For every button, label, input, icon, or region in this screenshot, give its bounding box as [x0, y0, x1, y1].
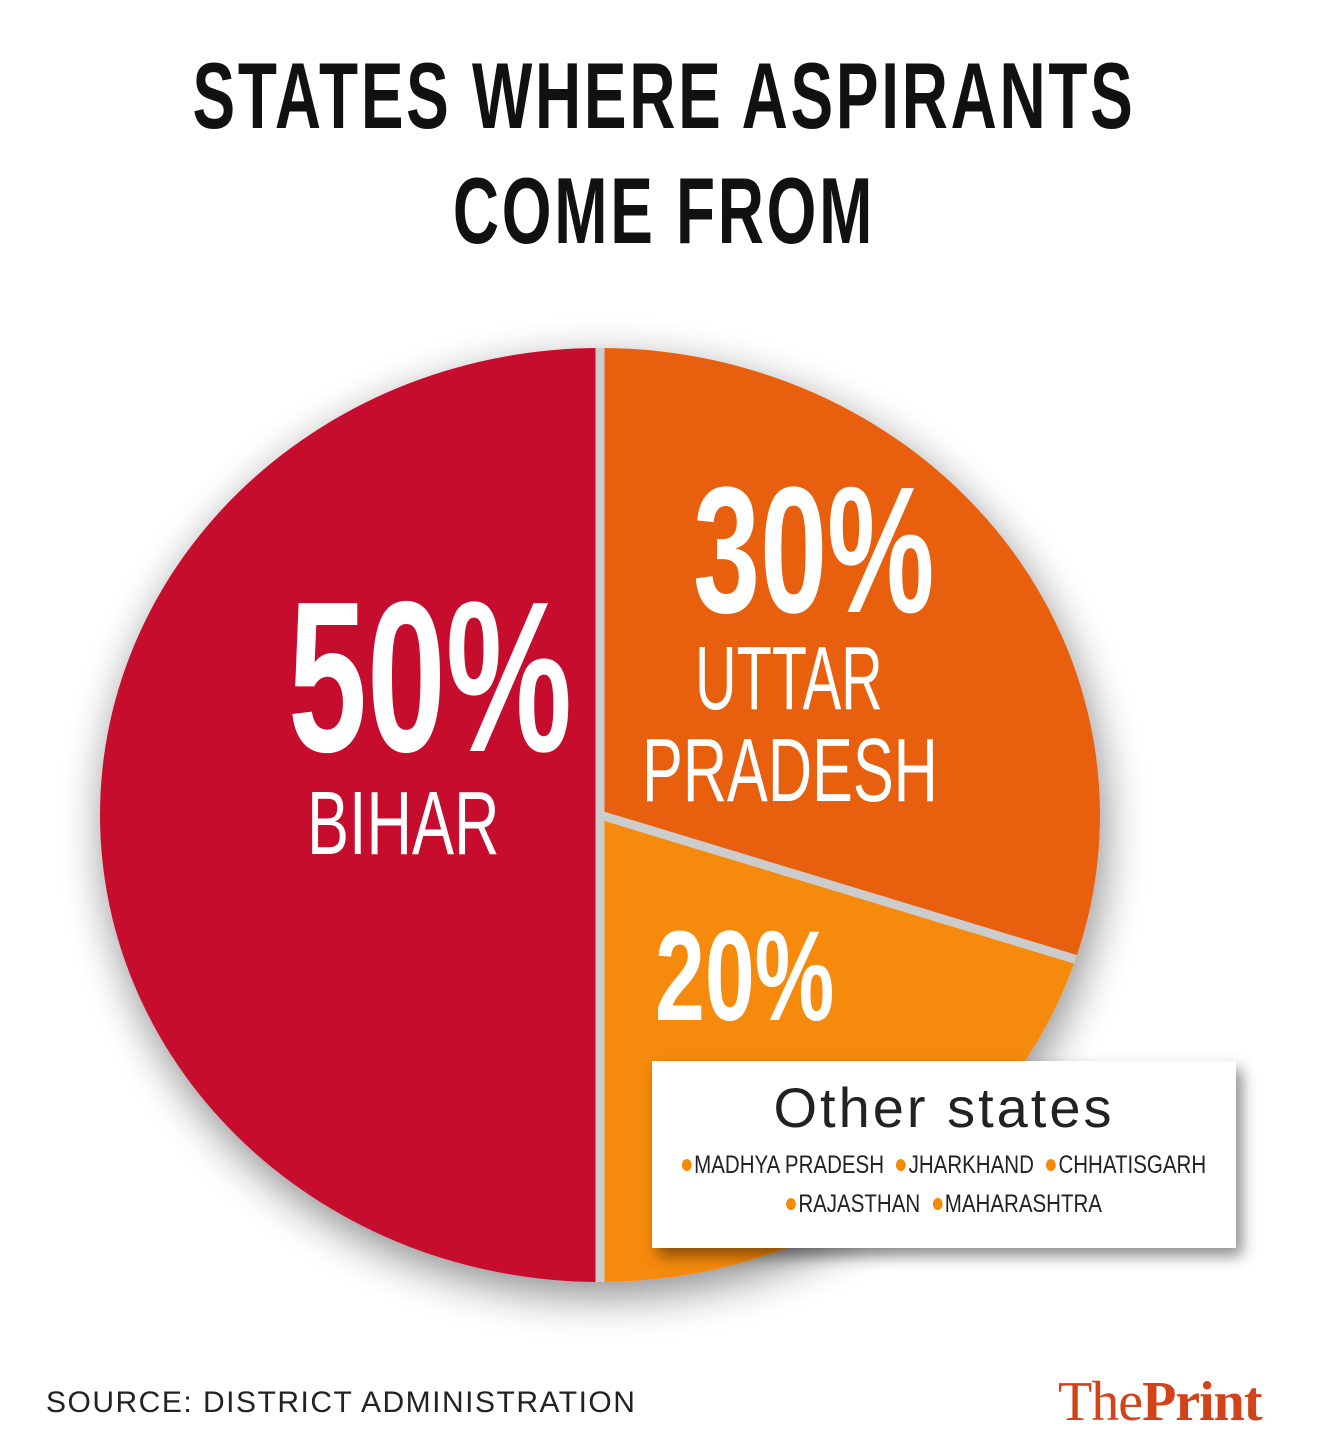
other-value-label: 20%	[655, 905, 835, 1048]
up-name-label-line-1: UTTAR	[695, 629, 883, 729]
slice-separator	[598, 810, 1077, 964]
bullet-dot-icon	[1046, 1159, 1056, 1171]
state-item: CHHATISGARH	[1046, 1153, 1206, 1178]
state-name: MADHYA PRADESH	[694, 1151, 885, 1179]
other-states-box: Other states MADHYA PRADESH JHARKHAND CH…	[652, 1061, 1236, 1248]
up-value-label: 30%	[693, 450, 935, 651]
state-item: RAJASTHAN	[786, 1192, 920, 1217]
pie-slice-uttar-pradesh	[600, 348, 1100, 960]
chart-title-line-2: COME FROM	[452, 158, 876, 263]
bullet-dot-icon	[786, 1198, 796, 1210]
other-states-title: Other states	[773, 1076, 1115, 1139]
bullet-dot-icon	[932, 1198, 943, 1210]
state-item: JHARKHAND	[896, 1153, 1034, 1178]
bullet-dot-icon	[896, 1159, 907, 1171]
state-item: MAHARASHTRA	[932, 1190, 1102, 1218]
state-name: MAHARASHTRA	[944, 1190, 1102, 1218]
state-name: RAJASTHAN	[798, 1190, 921, 1218]
source-note: SOURCE: DISTRICT ADMINISTRATION	[46, 1386, 637, 1419]
bullet-dot-icon	[681, 1159, 692, 1171]
logo-the: The	[1058, 1371, 1143, 1433]
other-states-row-2: RAJASTHAN MAHARASHTRA	[783, 1192, 1105, 1217]
other-states-row-1: MADHYA PRADESH JHARKHAND CHHATISGARH	[679, 1153, 1210, 1178]
up-name-label-line-2: PRADESH	[642, 721, 938, 821]
state-name: JHARKHAND	[908, 1151, 1034, 1179]
bihar-name-label: BIHAR	[307, 774, 500, 874]
logo-print: Print	[1142, 1371, 1262, 1433]
state-name: CHHATISGARH	[1058, 1151, 1207, 1179]
bihar-value-label: 50%	[288, 556, 573, 797]
chart-title-line-1: STATES WHERE ASPIRANTS	[192, 43, 1136, 148]
state-item: MADHYA PRADESH	[681, 1151, 885, 1179]
pie-slice-bihar	[100, 348, 600, 1282]
theprint-logo: ThePrint	[1058, 1370, 1262, 1434]
